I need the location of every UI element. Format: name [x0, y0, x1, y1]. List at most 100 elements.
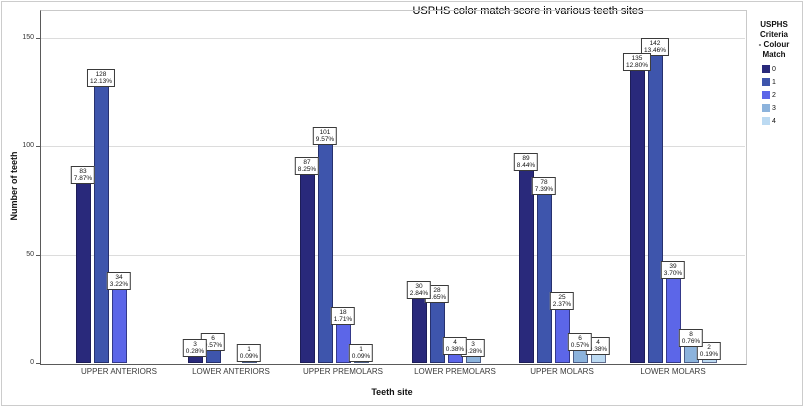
bar-count: 101: [319, 129, 331, 137]
bar-value-label: 3 0.28%: [182, 339, 208, 358]
bar-value-label: 135 12.80%: [622, 53, 652, 72]
legend-entries: 0 1 2 3 4: [746, 65, 802, 125]
bar-upper-molars-score-1: [536, 193, 552, 363]
bar-count: 1: [359, 345, 363, 353]
legend-swatch-3: [762, 104, 770, 112]
bar-value-label: 101 9.57%: [312, 127, 338, 146]
bar-count: 30: [415, 282, 423, 290]
chart-title: USPHS color match score in various teeth…: [412, 5, 644, 17]
bar-percent: 0.38%: [588, 346, 608, 354]
legend-swatch-4: [762, 117, 770, 125]
bar-percent: 2.84%: [409, 289, 429, 297]
bar-count: 128: [95, 70, 107, 78]
x-category-label-lower-molars: LOWER MOLARS: [640, 367, 706, 376]
legend-title-line: Match: [762, 50, 786, 59]
bar-upper-anteriors-score-2: [111, 289, 127, 363]
bar-value-label: 78 7.39%: [531, 176, 557, 195]
legend-title-line: Criteria: [759, 30, 788, 39]
bar-value-label: 4 0.38%: [442, 337, 468, 356]
legend-entry-label: 4: [772, 117, 776, 125]
bar-lower-molars-score-2: [665, 278, 681, 363]
bar-count: 2: [707, 343, 711, 351]
bar-upper-premolars-score-0: [299, 174, 315, 363]
legend-entry-1: 1: [762, 78, 802, 86]
bar-percent: 0.09%: [351, 352, 371, 360]
bar-percent: 0.28%: [185, 348, 205, 356]
bar-upper-anteriors-score-1: [93, 85, 109, 363]
bar-percent: 8.44%: [516, 162, 536, 170]
legend-entry-3: 3: [762, 104, 802, 112]
x-axis-title: Teeth site: [371, 387, 413, 397]
bar-count: 89: [522, 155, 530, 163]
y-tick-mark-0: [36, 363, 40, 364]
bar-count: 6: [578, 334, 582, 342]
bar-count: 4: [596, 339, 600, 347]
y-tick-label-0: 0: [30, 359, 34, 366]
y-tick-mark-100: [36, 146, 40, 148]
bar-value-label: 87 8.25%: [294, 157, 320, 176]
legend-entry-label: 0: [772, 65, 776, 73]
bar-count: 135: [631, 55, 643, 63]
x-category-label-upper-premolars: UPPER PREMOLARS: [302, 367, 384, 376]
bar-percent: 2.65%: [427, 294, 447, 302]
y-tick-label-50: 50: [26, 250, 34, 258]
bar-upper-anteriors-score-0: [75, 183, 91, 363]
bar-count: 39: [669, 263, 677, 271]
bar-lower-molars-score-0: [629, 70, 645, 363]
bar-percent: 1.71%: [333, 315, 353, 323]
legend-entry-label: 1: [772, 78, 776, 86]
bar-count: 4: [453, 339, 457, 347]
bar-percent: 3.70%: [663, 270, 683, 278]
bar-value-label: 18 1.71%: [330, 306, 356, 325]
bar-upper-premolars-score-1: [317, 144, 333, 363]
bar-lower-molars-score-1: [647, 55, 663, 363]
bar-percent: 0.57%: [203, 341, 223, 349]
bar-count: 78: [540, 178, 548, 186]
bar-value-label: 128 12.13%: [86, 68, 116, 87]
bar-percent: 0.57%: [570, 341, 590, 349]
bar-count: 3: [471, 341, 475, 349]
y-tick-label-150: 150: [22, 33, 34, 41]
legend-entry-label: 2: [772, 91, 776, 99]
legend-swatch-2: [762, 91, 770, 99]
bar-percent: 2.37%: [552, 300, 572, 308]
bar-value-label: 1 0.09%: [348, 343, 374, 362]
legend-swatch-0: [762, 65, 770, 73]
bar-value-label: 1 0.09%: [236, 343, 262, 362]
bar-upper-molars-score-4: [590, 354, 606, 363]
bar-percent: 12.13%: [89, 77, 113, 85]
bar-count: 6: [211, 334, 215, 342]
bar-percent: 12.80%: [625, 62, 649, 70]
gridline-100: [41, 146, 745, 148]
bar-count: 1: [247, 345, 251, 353]
bar-count: 142: [649, 40, 661, 48]
bar-value-label: 25 2.37%: [549, 291, 575, 310]
bar-percent: 9.57%: [315, 136, 335, 144]
legend-title-line: - Colour: [758, 40, 790, 49]
x-category-label-upper-anteriors: UPPER ANTERIORS: [80, 367, 157, 376]
bar-count: 34: [115, 274, 123, 282]
x-category-label-lower-premolars: LOWER PREMOLARS: [414, 367, 496, 376]
legend-entry-4: 4: [762, 117, 802, 125]
gridline-50: [41, 254, 745, 256]
y-axis-title: Number of teeth: [9, 151, 19, 221]
bar-percent: 7.39%: [534, 185, 554, 193]
legend-swatch-1: [762, 78, 770, 86]
bar-value-label: 6 0.57%: [567, 332, 593, 351]
bar-count: 25: [558, 293, 566, 301]
bar-value-label: 8 0.76%: [678, 328, 704, 347]
bar-percent: 0.76%: [681, 337, 701, 345]
bar-percent: 0.28%: [463, 348, 483, 356]
bar-percent: 13.46%: [643, 47, 667, 55]
bar-percent: 0.38%: [445, 346, 465, 354]
legend-entry-label: 3: [772, 104, 776, 112]
bar-value-label: 89 8.44%: [513, 153, 539, 172]
bar-value-label: 30 2.84%: [406, 280, 432, 299]
legend-entry-0: 0: [762, 65, 802, 73]
bar-lower-premolars-score-0: [411, 297, 427, 363]
bar-value-label: 142 13.46%: [640, 38, 670, 57]
bar-count: 87: [303, 159, 311, 167]
x-category-label-upper-molars: UPPER MOLARS: [530, 367, 594, 376]
